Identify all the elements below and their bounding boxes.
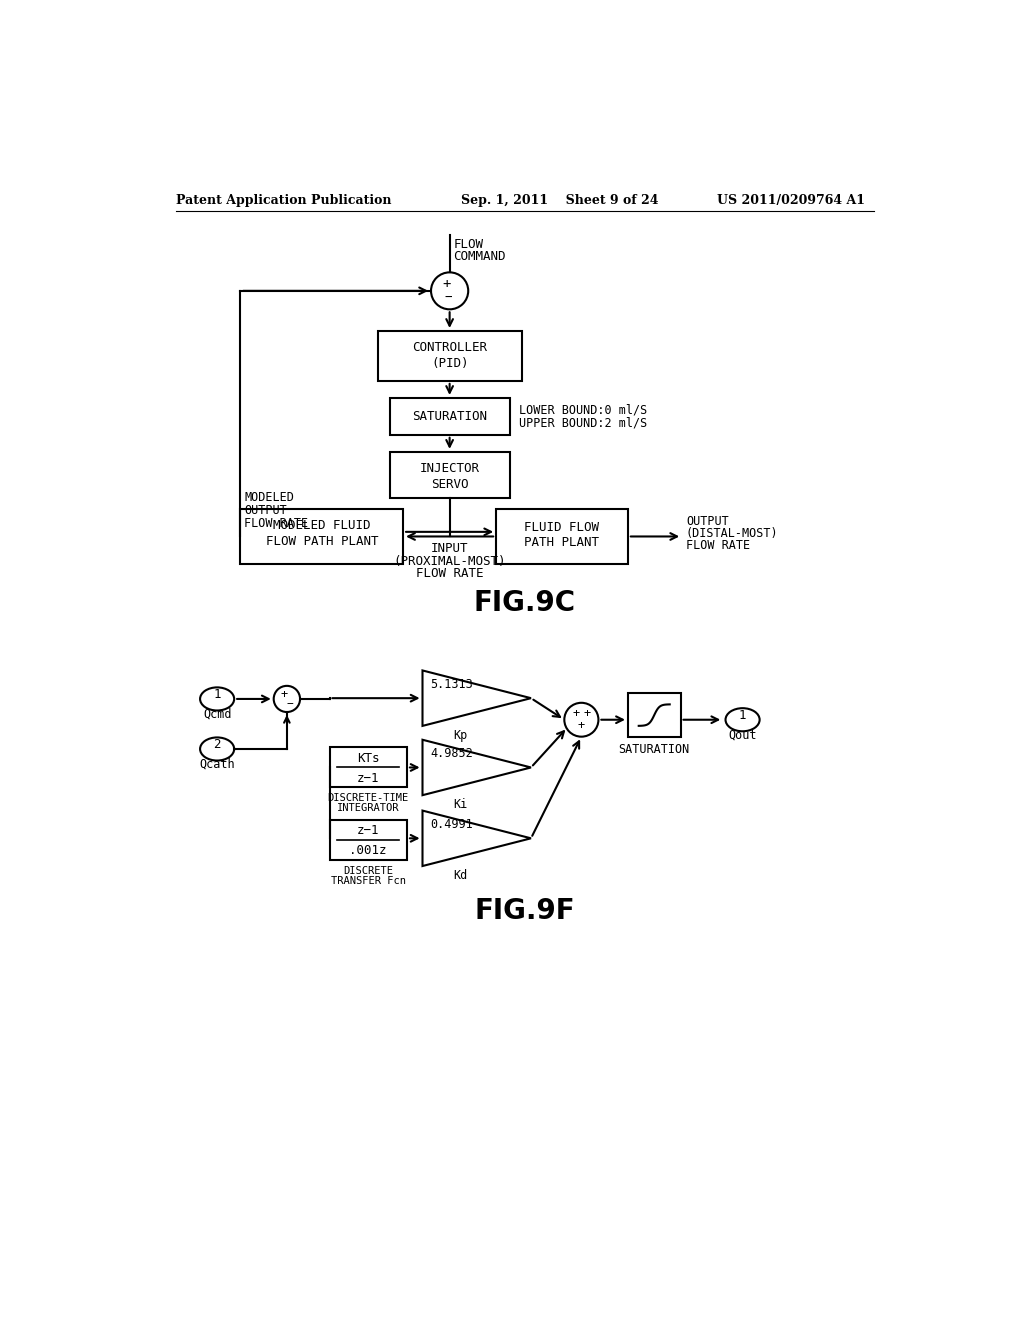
Text: (PROXIMAL-MOST): (PROXIMAL-MOST) <box>393 554 506 568</box>
Bar <box>390 397 510 434</box>
Text: UPPER BOUND:2 ml/S: UPPER BOUND:2 ml/S <box>518 417 647 430</box>
Text: Ki: Ki <box>454 797 468 810</box>
Text: +: + <box>281 688 288 701</box>
Text: MODELED FLUID: MODELED FLUID <box>273 519 371 532</box>
Text: FLUID FLOW: FLUID FLOW <box>524 520 599 533</box>
Text: .001z: .001z <box>349 843 387 857</box>
Text: LOWER BOUND:0 ml/S: LOWER BOUND:0 ml/S <box>518 404 647 417</box>
Text: 2: 2 <box>213 738 221 751</box>
Text: KTs: KTs <box>357 751 380 764</box>
Text: FLOW PATH PLANT: FLOW PATH PLANT <box>265 535 378 548</box>
Text: MODELED: MODELED <box>245 491 294 504</box>
Text: TRANSFER Fcn: TRANSFER Fcn <box>331 875 406 886</box>
Text: +: + <box>584 708 591 721</box>
Text: FIG.9F: FIG.9F <box>474 896 575 925</box>
Text: +: + <box>572 708 580 721</box>
Bar <box>330 747 407 788</box>
Text: −: − <box>444 292 452 305</box>
Text: 1: 1 <box>739 709 746 722</box>
Text: INTEGRATOR: INTEGRATOR <box>337 804 399 813</box>
Bar <box>496 508 628 564</box>
Text: US 2011/0209764 A1: US 2011/0209764 A1 <box>717 194 865 207</box>
Text: 0.4991: 0.4991 <box>430 818 473 832</box>
Text: Qcmd: Qcmd <box>203 708 231 721</box>
Text: 1: 1 <box>213 688 221 701</box>
Text: DISCRETE: DISCRETE <box>343 866 393 875</box>
Text: Qout: Qout <box>728 729 757 742</box>
Text: FLOW RATE: FLOW RATE <box>245 517 308 529</box>
Text: 4.9852: 4.9852 <box>430 747 473 760</box>
Bar <box>378 331 521 381</box>
Text: +: + <box>442 277 451 290</box>
Text: OUTPUT: OUTPUT <box>245 504 287 517</box>
Text: Kd: Kd <box>454 869 468 882</box>
Text: FLOW RATE: FLOW RATE <box>416 566 483 579</box>
Text: COMMAND: COMMAND <box>454 249 506 263</box>
Text: CONTROLLER: CONTROLLER <box>412 342 487 354</box>
Text: Sep. 1, 2011    Sheet 9 of 24: Sep. 1, 2011 Sheet 9 of 24 <box>461 194 658 207</box>
Text: FLOW RATE: FLOW RATE <box>686 539 751 552</box>
Text: z−1: z−1 <box>357 772 380 785</box>
Bar <box>390 451 510 498</box>
Text: FIG.9C: FIG.9C <box>474 589 575 616</box>
Text: INJECTOR: INJECTOR <box>420 462 479 475</box>
Text: FLOW: FLOW <box>454 238 483 251</box>
Text: Patent Application Publication: Patent Application Publication <box>176 194 391 207</box>
Text: (PID): (PID) <box>431 356 468 370</box>
Text: Qcath: Qcath <box>200 758 234 771</box>
Text: DISCRETE-TIME: DISCRETE-TIME <box>328 793 409 804</box>
Text: −: − <box>287 698 293 709</box>
Text: INPUT: INPUT <box>431 543 468 556</box>
Bar <box>330 820 407 859</box>
Text: Kp: Kp <box>454 729 468 742</box>
Text: SATURATION: SATURATION <box>412 409 487 422</box>
Text: z−1: z−1 <box>357 824 380 837</box>
Text: 5.1313: 5.1313 <box>430 677 473 690</box>
Text: SATURATION: SATURATION <box>618 743 690 756</box>
Text: (DISTAL-MOST): (DISTAL-MOST) <box>686 527 778 540</box>
Text: OUTPUT: OUTPUT <box>686 515 729 528</box>
Bar <box>241 508 403 564</box>
Bar <box>628 693 681 738</box>
Text: PATH PLANT: PATH PLANT <box>524 536 599 549</box>
Text: SERVO: SERVO <box>431 478 468 491</box>
Text: +: + <box>578 719 585 733</box>
